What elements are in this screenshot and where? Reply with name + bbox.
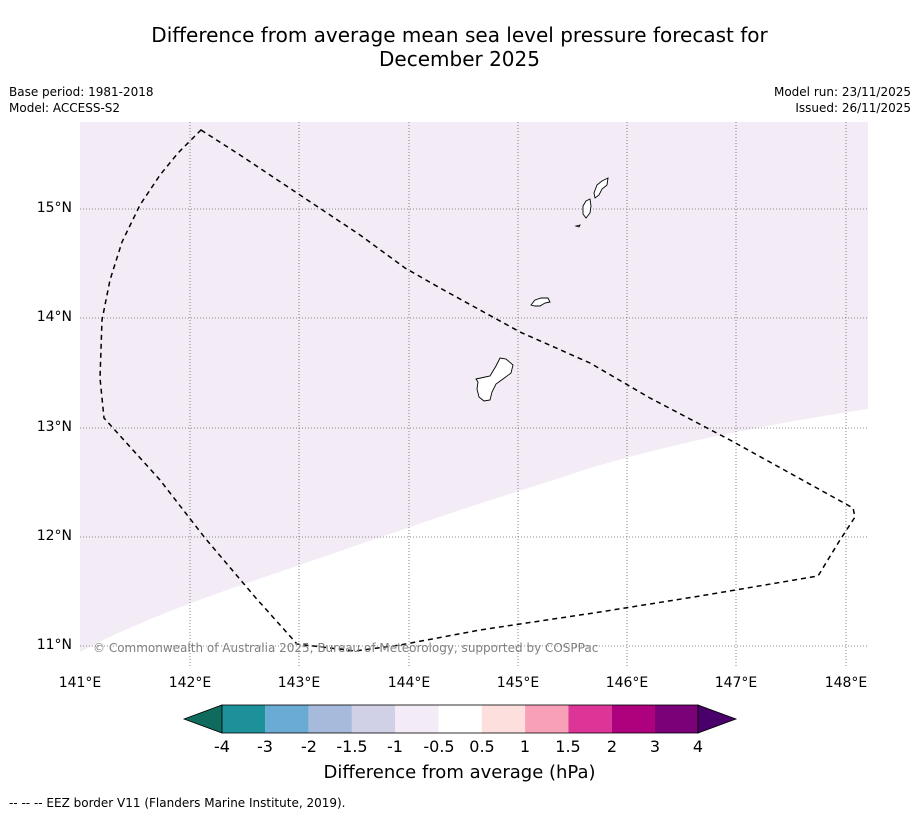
colorbar-segment-neg1-neg0-5 — [395, 705, 439, 733]
graticule — [80, 122, 868, 667]
lat-label-13n: 13°N — [36, 419, 72, 435]
colorbar-tick-label: -1.5 — [336, 737, 368, 756]
map-panel — [80, 122, 868, 667]
map-title-line-1: Difference from average mean sea level p… — [151, 23, 768, 47]
colorbar-segment-2-3 — [611, 705, 655, 733]
lon-label-143e: 143°E — [277, 675, 321, 691]
colorbar-tick-label: 1 — [519, 737, 531, 756]
colorbar-tick-label: 3 — [649, 737, 661, 756]
colorbar-segment-neg2-neg1-5 — [308, 705, 352, 733]
colorbar-tick-label: -2 — [301, 737, 317, 756]
colorbar-segment-1-5-2 — [568, 705, 612, 733]
lat-label-14n: 14°N — [36, 309, 72, 325]
colorbar-segment-neg0-5-0-5 — [438, 705, 482, 733]
colorbar-title: Difference from average (hPa) — [323, 762, 596, 783]
colorbar-segment-neg1-5-neg1 — [351, 705, 396, 733]
map-title-line-2: December 2025 — [379, 47, 540, 71]
lat-label-12n: 12°N — [36, 528, 72, 544]
lon-label-146e: 146°E — [605, 675, 649, 691]
copyright-credit: © Commonwealth of Australia 2025, Bureau… — [93, 641, 599, 655]
eez-legend-footnote: -- -- -- EEZ border V11 (Flanders Marine… — [9, 796, 346, 810]
lon-label-141e: 141°E — [58, 675, 102, 691]
tinian-island — [582, 198, 592, 219]
colorbar-min-extension — [182, 704, 223, 734]
colorbar-tick-label: 0.5 — [469, 737, 495, 756]
issued-date: Issued: 26/11/2025 — [795, 101, 911, 115]
eez-border — [99, 129, 856, 652]
colorbar-tick-label: 1.5 — [555, 737, 581, 756]
model-run-date: Model run: 23/11/2025 — [773, 85, 911, 99]
colorbar-segment-neg3-neg2 — [265, 705, 309, 733]
colorbar-segment-3-4 — [655, 705, 698, 733]
colorbar-segment-0-5-1 — [481, 705, 526, 733]
colorbar — [182, 704, 738, 734]
colorbar-tick-label: -0.5 — [423, 737, 455, 756]
lon-label-144e: 144°E — [387, 675, 431, 691]
colorbar-outline — [221, 704, 699, 734]
colorbar-tick-label: 2 — [606, 737, 618, 756]
lat-label-11n: 11°N — [36, 637, 72, 653]
lat-label-15n: 15°N — [36, 200, 72, 216]
base-period: Base period: 1981-2018 — [9, 85, 154, 99]
rota-island — [530, 297, 551, 307]
pressure-band-lavender — [80, 122, 868, 652]
lon-label-145e: 145°E — [496, 675, 540, 691]
colorbar-tick-label: -4 — [214, 737, 230, 756]
colorbar-segment-neg4-neg3 — [222, 705, 266, 733]
colorbar-tick-label: -3 — [257, 737, 273, 756]
colorbar-tick-label: -1 — [387, 737, 403, 756]
saipan-island — [593, 177, 609, 199]
lon-label-148e: 148°E — [824, 675, 868, 691]
colorbar-tick-label: 4 — [692, 737, 704, 756]
aguijan-islet — [574, 224, 581, 228]
model-name: Model: ACCESS-S2 — [9, 101, 121, 115]
islands — [475, 177, 609, 402]
colorbar-segment-1-1-5 — [525, 705, 569, 733]
lon-label-147e: 147°E — [714, 675, 758, 691]
lon-label-142e: 142°E — [168, 675, 212, 691]
guam-island — [475, 357, 514, 402]
colorbar-max-extension — [697, 704, 738, 734]
